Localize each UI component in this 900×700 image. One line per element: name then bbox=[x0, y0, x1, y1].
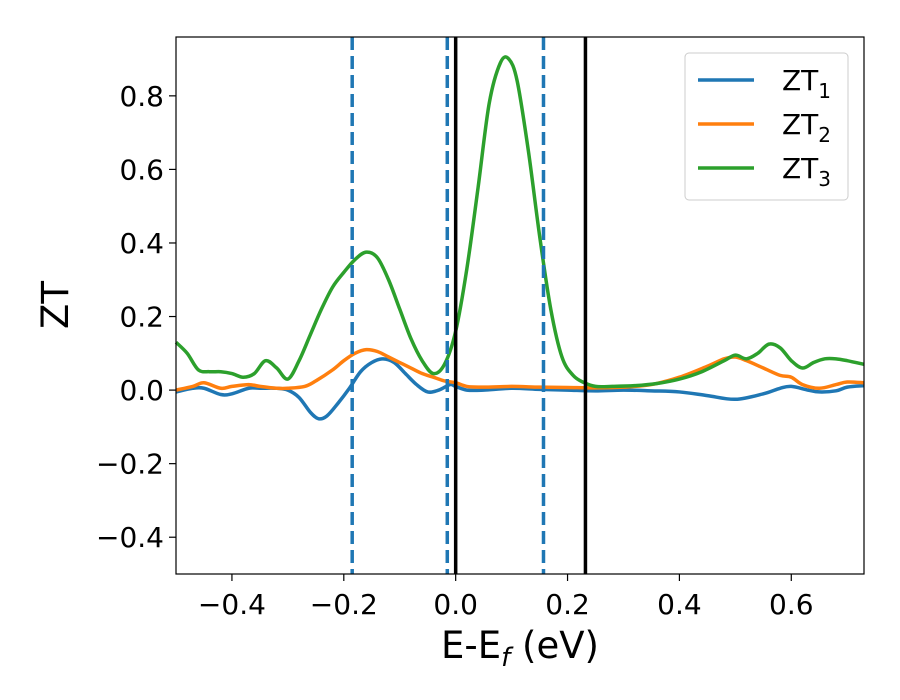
legend-label-zt3: ZT3 bbox=[782, 152, 831, 191]
reference-lines bbox=[350, 37, 588, 574]
series-line-zt2 bbox=[175, 347, 865, 392]
x-tick-label: 0.4 bbox=[657, 588, 702, 621]
y-axis-label: ZT bbox=[34, 281, 77, 329]
legend-label-zt1: ZT1 bbox=[782, 64, 831, 103]
legend-label-zt2: ZT2 bbox=[782, 108, 831, 147]
x-axis-ticks: −0.4 −0.2 0.0 0.2 0.4 0.6 bbox=[198, 574, 814, 621]
y-tick-label: −0.4 bbox=[96, 521, 164, 554]
x-tick-label: 0.6 bbox=[769, 588, 814, 621]
y-tick-label: −0.2 bbox=[96, 448, 164, 481]
legend-box bbox=[684, 52, 849, 201]
y-tick-label: 0.6 bbox=[119, 153, 164, 186]
y-tick-label: 0.2 bbox=[119, 301, 164, 334]
plot-frame bbox=[175, 36, 865, 575]
y-tick-label: 0.8 bbox=[119, 80, 164, 113]
x-axis-label: E-Ef (eV) bbox=[441, 624, 599, 673]
y-tick-label: 0.4 bbox=[119, 227, 164, 260]
x-tick-label: −0.2 bbox=[310, 588, 378, 621]
y-axis-ticks: −0.4 −0.2 0.0 0.2 0.4 0.6 0.8 bbox=[96, 80, 176, 554]
x-tick-label: 0.0 bbox=[433, 588, 478, 621]
plot-lines bbox=[174, 55, 865, 421]
legend: ZT1 ZT2 ZT3 bbox=[684, 52, 849, 201]
x-tick-label: −0.4 bbox=[198, 588, 266, 621]
x-tick-label: 0.2 bbox=[545, 588, 590, 621]
y-tick-label: 0.0 bbox=[119, 374, 164, 407]
series-line-zt3 bbox=[174, 55, 865, 389]
